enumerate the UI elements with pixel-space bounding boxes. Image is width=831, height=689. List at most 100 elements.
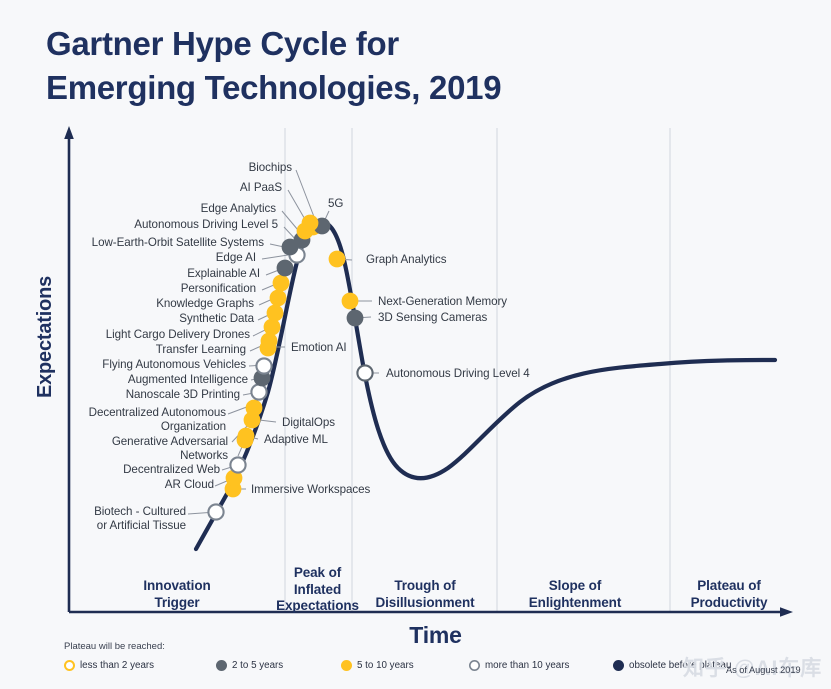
phase-label-line: Inflated — [293, 581, 342, 597]
tech-label-autonomous-driving-level-5: Autonomous Driving Level 5 — [134, 218, 278, 231]
watermark: 知乎 @AI车库 — [683, 657, 823, 680]
tech-label-knowledge-graphs: Knowledge Graphs — [156, 297, 254, 310]
dot-transfer-learning — [260, 332, 278, 350]
page-title-line-1: Gartner Hype Cycle for — [46, 25, 399, 62]
tech-label-decentralized-autonomous-organization: Decentralized Autonomous Organization — [72, 406, 226, 433]
tech-label-ar-cloud: AR Cloud — [164, 478, 214, 491]
y-axis — [64, 126, 74, 612]
x-axis-label-text: Time — [409, 622, 462, 648]
tech-label-augmented-intelligence: Augmented Intelligence — [127, 373, 248, 386]
dot-knowledge-graphs — [269, 289, 287, 307]
phase-label-line: Trough of — [394, 578, 456, 593]
legend-swatch-less-than-2-years — [64, 660, 75, 671]
dot-next-generation-memory — [341, 292, 359, 310]
tech-label-flying-autonomous-vehicles: Flying Autonomous Vehicles — [102, 358, 246, 371]
legend-label: less than 2 years — [80, 660, 155, 671]
dot-autonomous-driving-level-4 — [356, 364, 374, 382]
dot-decentralized-web — [229, 456, 247, 474]
tech-label-explainable-ai: Explainable AI — [187, 267, 260, 280]
legend-swatch-more-than-10-years — [469, 660, 480, 671]
page-title: Gartner Hype Cycle for Emerging Technolo… — [46, 22, 686, 109]
tech-label-decentralized-web: Decentralized Web — [123, 463, 220, 476]
phase-label-line: Innovation — [143, 578, 211, 593]
tech-label-edge-analytics: Edge Analytics — [200, 202, 276, 215]
dot-nanoscale-3d-printing — [250, 383, 268, 401]
legend: Plateau will be reached: less than 2 yea… — [64, 641, 824, 676]
tech-label-transfer-learning: Transfer Learning — [155, 343, 246, 356]
dot-personification — [272, 274, 290, 292]
dot-flying-autonomous-vehicles — [255, 357, 273, 375]
dot-decentralized-autonomous-organization — [245, 399, 263, 417]
phase-label-line: Expectations — [276, 598, 359, 614]
tech-label-light-cargo-delivery-drones: Light Cargo Delivery Drones — [105, 328, 250, 341]
phase-label-line: Trigger — [154, 594, 200, 610]
phase-innovation-trigger: Innovation Trigger — [122, 578, 232, 611]
tech-label-adaptive-ml: Adaptive ML — [264, 433, 328, 446]
legend-item-less-than-2-years[interactable]: less than 2 years — [64, 660, 154, 671]
legend-swatch-2-to-5-years — [216, 660, 227, 671]
legend-label: 2 to 5 years — [232, 660, 284, 671]
dot-light-cargo-delivery-drones — [263, 318, 281, 336]
tech-label-synthetic-data: Synthetic Data — [179, 312, 254, 325]
tech-label-3d-sensing-cameras: 3D Sensing Cameras — [378, 311, 488, 324]
legend-label: obsolete before plateau — [629, 660, 732, 671]
legend-item-more-than-10-years[interactable]: more than 10 years — [469, 660, 569, 671]
legend-swatch-5-to-10-years — [341, 660, 352, 671]
legend-item-obsolete-before-plateau[interactable]: obsolete before plateau — [613, 660, 731, 671]
dot-explainable-ai — [276, 259, 294, 277]
tech-label-digitalops: DigitalOps — [282, 416, 335, 429]
legend-item-2-to-5-years[interactable]: 2 to 5 years — [216, 660, 283, 671]
tech-label-line: or Artificial Tissue — [96, 518, 186, 532]
tech-label-generative-adversarial-networks: Generative Adversarial Networks — [76, 435, 228, 462]
tech-label-emotion-ai: Emotion AI — [291, 341, 347, 354]
phase-label-line: Slope of — [548, 578, 602, 593]
legend-label: more than 10 years — [485, 660, 570, 671]
dot-3d-sensing-cameras — [346, 309, 364, 327]
legend-item-5-to-10-years[interactable]: 5 to 10 years — [341, 660, 414, 671]
legend-row: less than 2 years 2 to 5 years 5 to 10 y… — [64, 660, 824, 676]
phase-label-line: Productivity — [690, 594, 768, 610]
dot-biochips — [301, 214, 319, 232]
phase-label-line: Plateau of — [697, 578, 761, 593]
phase-dividers — [284, 128, 671, 612]
dot-adaptive-ml — [237, 427, 255, 445]
tech-label-graph-analytics: Graph Analytics — [366, 253, 447, 266]
tech-label-next-generation-memory: Next-Generation Memory — [378, 295, 508, 308]
phase-label-line: Peak of — [293, 565, 342, 580]
y-axis-label: Expectations — [16, 62, 56, 398]
legend-swatch-obsolete-before-plateau — [613, 660, 624, 671]
tech-label-ai-paas: AI PaaS — [239, 181, 282, 194]
dot-graph-analytics — [328, 250, 346, 268]
tech-label-autonomous-driving-level-4: Autonomous Driving Level 4 — [386, 367, 530, 380]
phase-peak-of-inflated-expectations: Peak of Inflated Expectations — [265, 565, 370, 615]
tech-label-line: Networks — [180, 448, 228, 462]
phase-label-line: Enlightenment — [528, 594, 622, 610]
phase-label-line: Disillusionment — [375, 594, 475, 610]
tech-label-biochips: Biochips — [248, 161, 292, 174]
tech-label-nanoscale-3d-printing: Nanoscale 3D Printing — [125, 388, 240, 401]
tech-label-edge-ai: Edge AI — [215, 251, 256, 264]
legend-label: 5 to 10 years — [357, 660, 414, 671]
tech-label-line: Generative Adversarial — [111, 435, 228, 448]
as-of-date: As of August 2019 — [726, 665, 801, 675]
dot-biotech-cultured-or-artificial-tissue — [207, 503, 225, 521]
tech-label-immersive-workspaces: Immersive Workspaces — [251, 483, 371, 496]
dot-ar-cloud — [225, 469, 243, 487]
x-axis-label: Time — [0, 622, 831, 649]
legend-title: Plateau will be reached: — [64, 641, 165, 652]
tech-label-line: Organization — [160, 419, 226, 433]
tech-label-line: Biotech - Cultured — [94, 505, 186, 518]
tech-label-low-earth-orbit-satellite-systems: Low-Earth-Orbit Satellite Systems — [91, 236, 264, 249]
phase-plateau-of-productivity: Plateau of Productivity — [668, 578, 790, 611]
tech-label-personification: Personification — [180, 282, 256, 295]
tech-label-biotech-cultured-or-artificial-tissue: Biotech - Cultured or Artificial Tissue — [62, 505, 186, 532]
tech-label-line: Decentralized Autonomous — [88, 406, 226, 419]
phase-trough-of-disillusionment: Trough of Disillusionment — [362, 578, 488, 611]
phase-slope-of-enlightenment: Slope of Enlightenment — [512, 578, 638, 611]
technology-dots — [207, 214, 374, 521]
hype-cycle-curve — [193, 219, 778, 552]
tech-label-5g: 5G — [328, 197, 344, 210]
dot-synthetic-data — [266, 304, 284, 322]
